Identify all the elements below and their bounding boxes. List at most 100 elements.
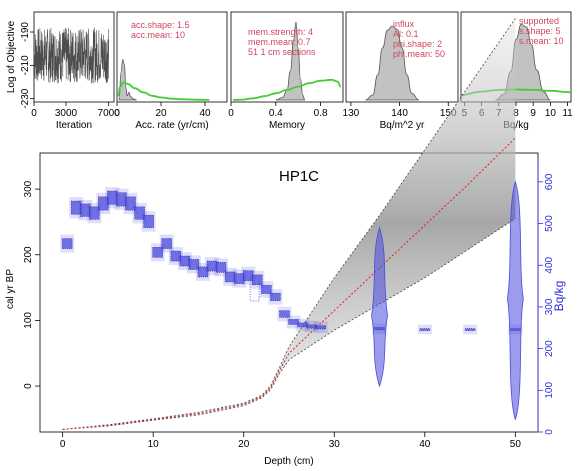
panel-frame: [345, 11, 459, 103]
supported-violin: [506, 180, 524, 421]
prior-curve: [233, 78, 342, 101]
x-tick-label: 0: [114, 108, 120, 119]
right-y-tick-label: 200: [544, 340, 555, 357]
y-tick-label: -190: [20, 22, 31, 42]
pb210-measurement: [143, 214, 154, 229]
x-tick-label: 0: [60, 439, 66, 450]
x-tick-label: 0: [228, 108, 234, 119]
right-y-tick-label: 500: [544, 215, 555, 232]
annotation-text: phi.mean: 50: [393, 49, 445, 59]
posterior-density: [275, 21, 306, 101]
lower-bound-line: [62, 218, 516, 430]
annotation-text: s.mean: 10: [519, 36, 564, 46]
x-tick-label: 11: [562, 108, 573, 119]
pb210-measurement: [89, 206, 100, 220]
y-tick-label: 100: [23, 312, 34, 329]
annotation-text: s.shape: 5: [519, 26, 561, 36]
x-tick-label: 130: [343, 108, 360, 119]
x-axis-label: Bq/m^2 yr: [380, 120, 425, 131]
x-tick-label: 140: [391, 108, 408, 119]
x-tick-label: 10: [148, 439, 160, 450]
annotation-text: influx: [393, 19, 415, 29]
pb210-measurement: [419, 328, 431, 331]
y-tick-label: 300: [23, 180, 34, 197]
y-axis-label: cal yr BP: [5, 269, 16, 309]
y-tick-label: -230: [20, 88, 31, 108]
x-tick-label: 0.8: [314, 108, 328, 119]
y-tick-label: 0: [23, 383, 34, 389]
x-tick-label: 9: [530, 108, 536, 119]
right-y-tick-label: 400: [544, 256, 555, 273]
pb210-measurement: [261, 284, 272, 294]
panel-frame: [230, 11, 344, 103]
x-tick-label: 10: [545, 108, 557, 119]
x-tick-label: 3000: [55, 108, 78, 119]
pb210-measurement: [134, 206, 145, 220]
pb210-measurement: [188, 259, 200, 270]
x-tick-label: 150: [440, 108, 457, 119]
x-axis-label: Acc. rate (yr/cm): [135, 120, 208, 131]
pb210-measurement: [179, 255, 191, 267]
annotation-text: mem.mean: 0.7: [248, 37, 311, 47]
annotation-text: Al: 0.1: [393, 29, 419, 39]
pb210-outlier-box: [249, 277, 260, 302]
pb210-measurement: [306, 324, 317, 329]
pb210-measurement: [170, 250, 182, 262]
panel-frame: [116, 11, 228, 103]
pb210-measurement: [464, 328, 476, 331]
pb210-measurement: [270, 292, 281, 301]
x-tick-label: 20: [238, 439, 250, 450]
posterior-density: [365, 25, 420, 101]
right-y-tick-label: 100: [544, 382, 555, 399]
pb210-measurement: [197, 266, 209, 278]
pb210-measurement: [288, 319, 299, 325]
pb210-measurement: [125, 196, 136, 211]
x-tick-label: 40: [199, 108, 211, 119]
pb210-measurement: [252, 274, 263, 286]
x-tick-label: 8: [513, 108, 519, 119]
annotation-text: supported: [519, 16, 559, 26]
x-tick-label: 20: [155, 108, 167, 119]
pb210-measurement: [215, 262, 227, 273]
x-tick-label: 0: [31, 108, 37, 119]
pb210-measurement: [242, 270, 254, 281]
pb210-measurement: [279, 310, 290, 318]
pb210-measurement: [233, 273, 245, 284]
x-tick-label: 7000: [98, 108, 121, 119]
x-axis-label: Depth (cm): [264, 456, 313, 467]
right-y-tick-label: 0: [544, 429, 555, 435]
annotation-text: mem.strength: 4: [248, 27, 313, 37]
upper-bound-line: [62, 18, 516, 430]
right-axis-label: Bq/kg: [552, 281, 566, 312]
right-y-tick-label: 300: [544, 298, 555, 315]
y-tick-label: 200: [23, 246, 34, 263]
trace-line: [33, 27, 109, 84]
annotation-text: 51 1 cm sections: [248, 47, 316, 57]
age-model-band: [62, 18, 516, 430]
pb210-measurement: [206, 260, 218, 272]
chart-title: HP1C: [279, 168, 319, 185]
annotation-text: phi.shape: 2: [393, 39, 442, 49]
prior-curve: [117, 81, 210, 101]
pb210-measurement: [224, 271, 236, 283]
x-axis-label: Iteration: [56, 120, 92, 131]
y-axis-label: Log of Objective: [6, 20, 17, 93]
pb210-measurement: [161, 238, 173, 249]
supported-violin: [371, 226, 388, 388]
right-y-tick-label: 600: [544, 173, 555, 190]
x-axis-label: Memory: [269, 120, 305, 131]
annotation-text: acc.mean: 10: [131, 30, 185, 40]
posterior-density: [118, 59, 137, 101]
pb210-measurement: [315, 325, 326, 330]
annotation-text: acc.shape: 1.5: [131, 20, 190, 30]
x-tick-label: 30: [329, 439, 341, 450]
mean-age-line: [62, 137, 516, 430]
x-tick-label: 40: [419, 439, 431, 450]
x-tick-label: 0.4: [269, 108, 283, 119]
